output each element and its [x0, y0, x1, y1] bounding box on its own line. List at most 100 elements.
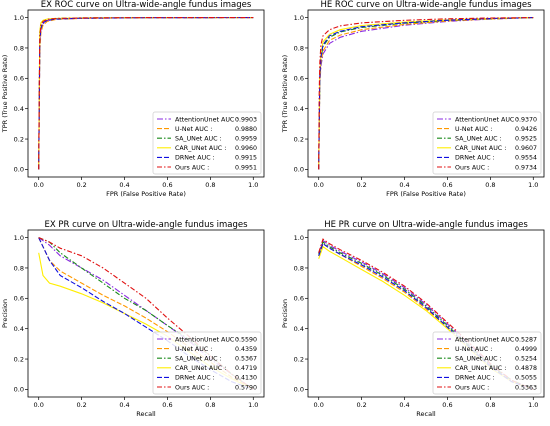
legend-auc-value: 0.5055	[515, 375, 537, 382]
series-line-ours	[38, 17, 254, 170]
legend-label: U-Net AUC :	[175, 126, 212, 133]
legend-auc-value: 0.5287	[515, 336, 537, 343]
y-tick-label: 0.0	[294, 166, 304, 174]
y-tick-label: 0.6	[294, 75, 304, 83]
legend-label: DRNet AUC :	[175, 375, 215, 382]
y-tick-label: 0.6	[294, 295, 304, 303]
y-tick-label: 0.2	[14, 135, 24, 143]
legend-label: DRNet AUC :	[175, 155, 215, 162]
legend-auc-value: 0.9960	[235, 145, 257, 152]
plot-frame	[27, 229, 265, 398]
y-tick-label: 1.0	[14, 234, 24, 242]
legend-box	[152, 331, 262, 395]
x-axis-label: FPR (False Positive Rate)	[106, 190, 186, 198]
legend-auc-value: 0.5363	[515, 384, 537, 391]
chart-panel-2: EX PR curve on Ultra-wide-angle fundus i…	[1, 220, 265, 418]
y-tick-label: 0.8	[294, 264, 304, 272]
legend-label: U-Net AUC :	[455, 346, 492, 353]
x-tick-label: 1.0	[528, 181, 538, 189]
legend-label: CAR_UNet AUC :	[455, 145, 506, 152]
y-tick-label: 0.4	[14, 325, 24, 333]
legend-auc-value: 0.5254	[515, 356, 537, 363]
x-axis-label: Recall	[416, 410, 436, 418]
legend-auc-value: 0.9607	[515, 145, 537, 152]
plot-frame	[27, 9, 265, 178]
x-tick-label: 0.6	[162, 401, 172, 409]
chart-title: EX PR curve on Ultra-wide-angle fundus i…	[45, 220, 249, 230]
y-tick-label: 0.2	[14, 355, 24, 363]
legend-label: CAR_UNet AUC :	[175, 145, 226, 152]
legend: AttentionUnet AUC :0.5287 U-Net AUC : 0.49…	[432, 331, 542, 395]
legend-box	[432, 331, 542, 395]
y-tick-label: 0.2	[294, 355, 304, 363]
legend-label: DRNet AUC :	[455, 155, 495, 162]
chart-panel-0: EX ROC curve on Ultra-wide-angle fundus …	[1, 0, 265, 198]
legend-label: DRNet AUC :	[455, 375, 495, 382]
x-tick-label: 0.6	[442, 401, 452, 409]
x-tick-label: 0.4	[399, 181, 409, 189]
y-tick-label: 0.4	[294, 105, 304, 113]
legend-auc-value: 0.5590	[235, 336, 257, 343]
legend: AttentionUnet AUC :0.9370 U-Net AUC : 0.94…	[432, 111, 542, 175]
legend-label: U-Net AUC :	[455, 126, 492, 133]
y-axis-label: TPR (True Positive Rate)	[1, 55, 9, 133]
x-tick-label: 0.0	[34, 401, 44, 409]
x-tick-label: 0.0	[314, 401, 324, 409]
y-axis-label: Precision	[1, 299, 9, 328]
x-tick-label: 1.0	[248, 181, 258, 189]
x-tick-label: 0.2	[76, 401, 86, 409]
legend-label: SA_UNet AUC :	[175, 136, 222, 143]
legend-auc-value: 0.9951	[235, 164, 257, 171]
x-tick-label: 0.0	[34, 181, 44, 189]
legend-label: SA_UNet AUC :	[175, 356, 222, 363]
plot-frame	[307, 229, 545, 398]
chart-title: HE ROC curve on Ultra-wide-angle fundus …	[320, 0, 532, 10]
legend-label: Ours AUC :	[175, 384, 209, 391]
y-tick-label: 0.2	[294, 135, 304, 143]
legend-auc-value: 0.9915	[235, 155, 257, 162]
legend-auc-value: 0.9903	[235, 116, 257, 123]
x-tick-label: 1.0	[248, 401, 258, 409]
chart-panel-1: HE ROC curve on Ultra-wide-angle fundus …	[281, 0, 545, 198]
chart-panel-3: HE PR curve on Ultra-wide-angle fundus i…	[281, 220, 545, 418]
legend-auc-value: 0.9880	[235, 126, 257, 133]
y-tick-label: 0.6	[14, 75, 24, 83]
x-tick-label: 0.8	[485, 181, 495, 189]
legend-auc-value: 0.9525	[515, 136, 537, 143]
legend-auc-value: 0.4999	[515, 346, 537, 353]
series-line-drnet	[38, 17, 254, 170]
series-line-drnet	[318, 17, 534, 170]
legend-label: CAR_UNet AUC :	[175, 365, 226, 372]
legend-label: Ours AUC :	[455, 164, 489, 171]
legend-label: AttentionUnet AUC :	[455, 336, 518, 343]
legend-label: SA_UNet AUC :	[455, 136, 502, 143]
legend-auc-value: 0.4878	[515, 365, 537, 372]
y-tick-label: 0.6	[14, 295, 24, 303]
plot-frame	[307, 9, 545, 178]
y-tick-label: 1.0	[294, 14, 304, 22]
legend: AttentionUnet AUC :0.9903 U-Net AUC : 0.98…	[152, 111, 262, 175]
x-tick-label: 0.6	[442, 181, 452, 189]
legend-auc-value: 0.9370	[515, 116, 537, 123]
legend-auc-value: 0.9734	[515, 164, 537, 171]
y-tick-label: 1.0	[294, 234, 304, 242]
y-axis-label: TPR (True Positive Rate)	[281, 55, 289, 133]
chart-title: EX ROC curve on Ultra-wide-angle fundus …	[41, 0, 252, 10]
legend-label: AttentionUnet AUC :	[455, 116, 518, 123]
legend-label: U-Net AUC :	[175, 346, 212, 353]
y-tick-label: 1.0	[14, 14, 24, 22]
legend-box	[432, 111, 542, 175]
legend-auc-value: 0.9959	[235, 136, 257, 143]
y-tick-label: 0.8	[14, 264, 24, 272]
series-line-ours	[38, 237, 254, 390]
series-line-ours	[318, 17, 534, 170]
y-tick-label: 0.0	[294, 386, 304, 394]
y-axis-label: Precision	[281, 299, 289, 328]
legend-box	[152, 111, 262, 175]
x-tick-label: 0.4	[119, 181, 129, 189]
legend-label: AttentionUnet AUC :	[175, 116, 238, 123]
chart-title: HE PR curve on Ultra-wide-angle fundus i…	[324, 220, 528, 230]
y-tick-label: 0.8	[294, 44, 304, 52]
